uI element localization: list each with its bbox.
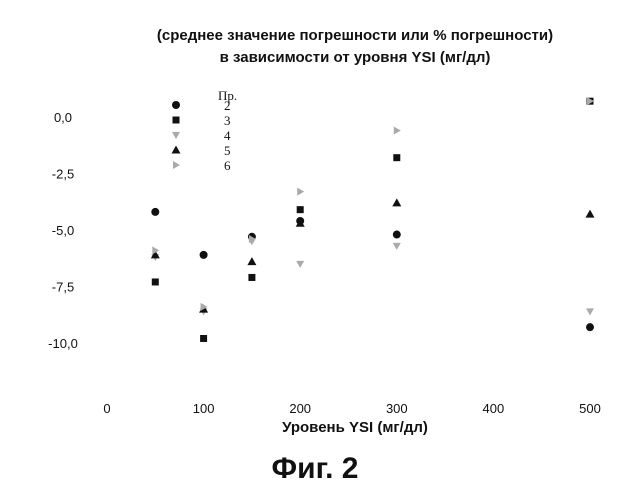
- legend-marker-4: [172, 132, 180, 139]
- data-point-series-6: [297, 188, 304, 196]
- data-points: [151, 97, 595, 342]
- y-tick-label: -10,0: [48, 336, 78, 351]
- legend-label-6: 6: [224, 158, 231, 173]
- y-tick-label: 0,0: [54, 110, 72, 125]
- legend-label-2: 2: [224, 98, 231, 113]
- legend-marker-2: [172, 101, 180, 109]
- data-point-series-4: [586, 308, 594, 315]
- legend-marker-3: [173, 117, 180, 124]
- x-tick-label: 300: [386, 401, 408, 416]
- data-point-series-4: [296, 261, 304, 268]
- x-axis-tick-labels: 0 100 200 300 400 500: [103, 401, 600, 416]
- legend-marker-5: [172, 146, 181, 154]
- legend-label-5: 5: [224, 143, 231, 158]
- x-tick-label: 500: [579, 401, 601, 416]
- data-point-series-5: [247, 257, 256, 265]
- legend-marker-6: [173, 161, 180, 169]
- y-tick-label: -5,0: [52, 223, 74, 238]
- data-point-series-2: [393, 231, 401, 239]
- y-tick-label: -2,5: [52, 167, 74, 182]
- legend-label-4: 4: [224, 128, 231, 143]
- figure-caption: Фиг. 2: [272, 452, 359, 485]
- data-point-series-6: [394, 127, 401, 135]
- data-point-series-3: [297, 206, 304, 213]
- y-tick-label: -7,5: [52, 280, 74, 295]
- legend: Пр. 23456: [172, 88, 238, 173]
- chart-title-line-2: в зависимости от уровня YSI (мг/дл): [220, 49, 491, 66]
- data-point-series-2: [151, 208, 159, 216]
- data-point-series-2: [200, 251, 208, 259]
- legend-items: 23456: [172, 98, 232, 173]
- x-tick-label: 0: [103, 401, 110, 416]
- x-tick-label: 400: [483, 401, 505, 416]
- chart-title-line-1: (среднее значение погрешности или % погр…: [157, 27, 553, 44]
- data-point-series-3: [152, 278, 159, 285]
- data-point-series-3: [200, 335, 207, 342]
- data-point-series-2: [586, 323, 594, 331]
- data-point-series-3: [393, 154, 400, 161]
- data-point-series-5: [586, 210, 595, 218]
- legend-label-3: 3: [224, 113, 231, 128]
- y-axis-tick-labels: 0,0 -2,5 -5,0 -7,5 -10,0: [48, 110, 78, 351]
- x-axis-label: Уровень YSI (мг/дл): [282, 419, 428, 436]
- x-tick-label: 100: [193, 401, 215, 416]
- data-point-series-3: [248, 274, 255, 281]
- data-point-series-4: [393, 243, 401, 250]
- data-point-series-5: [392, 198, 401, 206]
- x-tick-label: 200: [289, 401, 311, 416]
